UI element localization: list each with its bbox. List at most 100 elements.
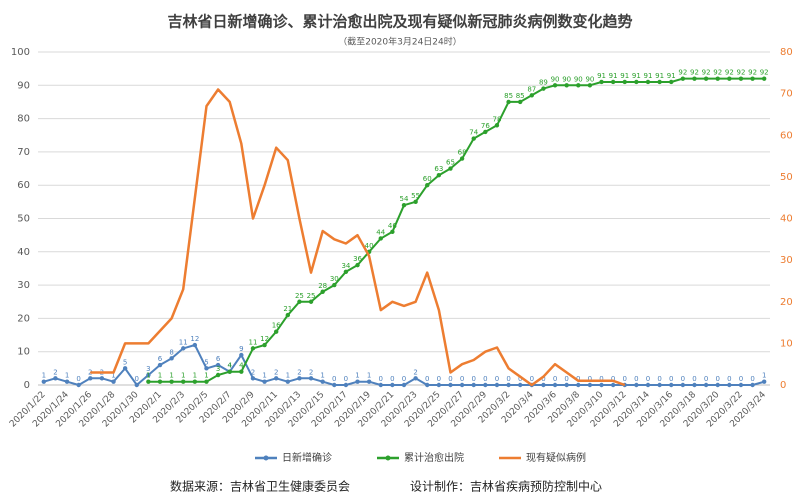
series-point bbox=[692, 76, 697, 81]
series-point bbox=[506, 382, 511, 388]
series-point bbox=[273, 376, 279, 381]
series-point bbox=[483, 129, 488, 135]
data-label: 63 bbox=[434, 165, 443, 173]
data-label: 1 bbox=[355, 372, 359, 380]
data-label: 44 bbox=[376, 228, 385, 236]
series-point bbox=[459, 382, 465, 388]
series-point bbox=[425, 183, 430, 188]
series-point bbox=[285, 379, 291, 384]
series-point bbox=[622, 79, 627, 85]
series-point bbox=[738, 76, 744, 81]
y2-tick-label: 20 bbox=[780, 297, 793, 308]
data-label: 12 bbox=[260, 335, 269, 343]
data-label: 92 bbox=[713, 69, 722, 77]
series-point bbox=[529, 93, 535, 98]
series-point bbox=[181, 346, 186, 351]
data-label: 0 bbox=[425, 375, 429, 383]
source-note: 数据来源：吉林省卫生健康委员会 bbox=[170, 479, 350, 494]
data-label: 1 bbox=[367, 372, 371, 380]
series-point bbox=[320, 379, 325, 384]
data-label: 0 bbox=[471, 375, 475, 383]
data-label: 1 bbox=[65, 372, 69, 380]
data-label: 2 bbox=[53, 368, 57, 376]
data-label: 25 bbox=[307, 292, 316, 300]
series-point bbox=[273, 329, 279, 334]
series-point bbox=[750, 76, 755, 81]
data-label: 91 bbox=[655, 72, 664, 80]
series-point bbox=[471, 382, 476, 388]
series-point bbox=[215, 372, 221, 378]
legend-label: 现有疑似病例 bbox=[526, 451, 586, 464]
data-label: 0 bbox=[599, 375, 603, 383]
series-point bbox=[262, 342, 267, 348]
data-label: 78 bbox=[492, 115, 501, 123]
data-label: 16 bbox=[272, 322, 281, 330]
series-point bbox=[692, 382, 697, 388]
series-point bbox=[215, 362, 221, 368]
data-label: 55 bbox=[411, 192, 420, 200]
data-label: 90 bbox=[585, 75, 594, 83]
data-label: 5 bbox=[123, 358, 127, 366]
data-label: 76 bbox=[481, 122, 490, 130]
data-label: 90 bbox=[562, 75, 571, 83]
series-point bbox=[645, 79, 651, 85]
data-label: 0 bbox=[588, 375, 592, 383]
data-label: 4 bbox=[239, 362, 244, 370]
data-label: 2 bbox=[274, 368, 278, 376]
series-point bbox=[378, 382, 383, 388]
data-label: 0 bbox=[518, 375, 522, 383]
series-point bbox=[227, 369, 232, 374]
data-label: 68 bbox=[458, 149, 467, 157]
series-point bbox=[262, 379, 267, 384]
data-label: 89 bbox=[539, 79, 548, 87]
data-label: 5 bbox=[204, 358, 208, 366]
data-label: 1 bbox=[181, 372, 185, 380]
series-point bbox=[587, 83, 593, 88]
y2-tick-label: 60 bbox=[780, 130, 793, 141]
series-point bbox=[390, 382, 395, 388]
data-label: 2 bbox=[88, 368, 92, 376]
data-label: 1 bbox=[320, 372, 324, 380]
y-tick-label: 40 bbox=[17, 247, 30, 258]
series-point bbox=[587, 382, 593, 388]
series-point bbox=[134, 382, 139, 388]
data-label: 91 bbox=[667, 72, 676, 80]
data-label: 1 bbox=[262, 372, 266, 380]
series-point bbox=[146, 379, 151, 384]
data-label: 90 bbox=[551, 75, 560, 83]
data-label: 0 bbox=[437, 375, 441, 383]
data-label: 0 bbox=[332, 375, 336, 383]
data-label: 92 bbox=[690, 69, 699, 77]
series-point bbox=[436, 173, 442, 178]
data-label: 90 bbox=[574, 75, 583, 83]
data-label: 1 bbox=[146, 372, 150, 380]
series-point bbox=[657, 79, 662, 85]
series-point bbox=[239, 369, 244, 374]
series-point bbox=[157, 362, 163, 368]
series-point bbox=[634, 79, 639, 85]
data-label: 0 bbox=[76, 375, 80, 383]
series-point bbox=[355, 262, 360, 268]
series-point bbox=[99, 376, 105, 381]
series-point bbox=[517, 382, 523, 388]
data-label: 91 bbox=[609, 72, 618, 80]
data-label: 1 bbox=[42, 372, 46, 380]
data-label: 2 bbox=[309, 368, 313, 376]
series-point bbox=[610, 79, 616, 85]
data-label: 3 bbox=[146, 365, 150, 373]
series-point bbox=[576, 382, 581, 388]
series-point bbox=[436, 382, 442, 388]
data-label: 0 bbox=[727, 375, 731, 383]
y2-tick-label: 10 bbox=[780, 338, 793, 349]
series-point bbox=[761, 76, 767, 81]
series-point bbox=[250, 376, 256, 381]
data-label: 12 bbox=[190, 335, 199, 343]
series-point bbox=[599, 382, 604, 388]
series-point bbox=[169, 356, 174, 361]
data-label: 0 bbox=[460, 375, 464, 383]
y2-tick-label: 80 bbox=[780, 47, 793, 58]
legend-marker bbox=[385, 455, 391, 461]
data-label: 60 bbox=[423, 175, 432, 183]
series-point bbox=[599, 79, 604, 85]
